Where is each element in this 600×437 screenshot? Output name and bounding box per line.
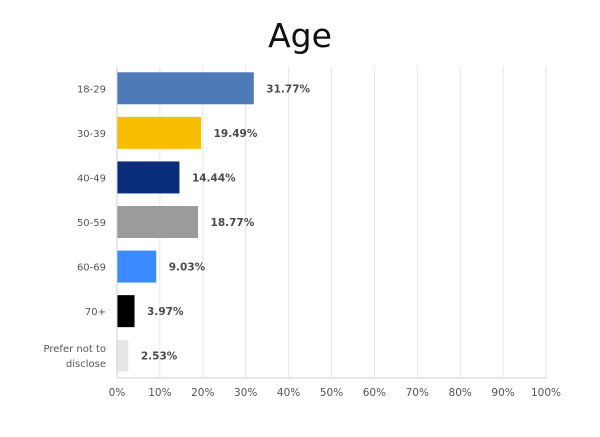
bar	[117, 295, 135, 328]
x-tick-label: 70%	[406, 387, 429, 399]
bar	[117, 72, 254, 105]
value-label: 2.53%	[141, 351, 178, 363]
category-label: 50-59	[77, 218, 106, 229]
category-label-line: Prefer not to	[44, 344, 106, 355]
category-label: 30-39	[77, 129, 106, 140]
x-tick-label: 20%	[191, 387, 214, 399]
category-labels: 18-29 30-39 40-49 50-59 60-69 70+ Prefer not t…	[44, 84, 106, 370]
bar	[117, 250, 157, 283]
x-tick-label: 40%	[277, 387, 300, 399]
category-label: 18-29	[77, 84, 106, 95]
category-label: 40-49	[77, 173, 106, 184]
category-label: 70+	[85, 307, 106, 318]
value-label: 3.97%	[147, 306, 184, 318]
x-tick-label: 80%	[449, 387, 472, 399]
bar	[117, 206, 199, 238]
x-tick-label: 60%	[363, 387, 386, 399]
value-label: 9.03%	[169, 262, 206, 274]
x-tick-label: 100%	[531, 387, 561, 399]
x-tick-label: 10%	[148, 387, 171, 399]
value-label: 18.77%	[211, 217, 255, 229]
x-axis-ticks: 0% 10% 20% 30% 40% 50% 60% 70% 80% 90% 100%	[109, 387, 561, 399]
bar	[117, 161, 180, 194]
value-labels: 31.77% 19.49% 14.44% 18.77% 9.03% 3.97% 2.53%	[141, 83, 311, 362]
category-label: 60-69	[77, 263, 106, 274]
x-tick-label: 50%	[320, 387, 343, 399]
x-tick-label: 30%	[234, 387, 257, 399]
value-label: 19.49%	[214, 128, 258, 140]
category-label-line: disclose	[66, 359, 106, 370]
bar	[117, 339, 129, 372]
value-label: 14.44%	[192, 172, 236, 184]
category-label: Prefer not to disclose	[44, 344, 106, 370]
x-tick-label: 90%	[491, 387, 514, 399]
value-label: 31.77%	[266, 83, 310, 95]
chart-title: Age	[268, 16, 332, 55]
x-tick-label: 0%	[109, 387, 126, 399]
bars	[117, 72, 254, 372]
bar	[117, 116, 202, 149]
